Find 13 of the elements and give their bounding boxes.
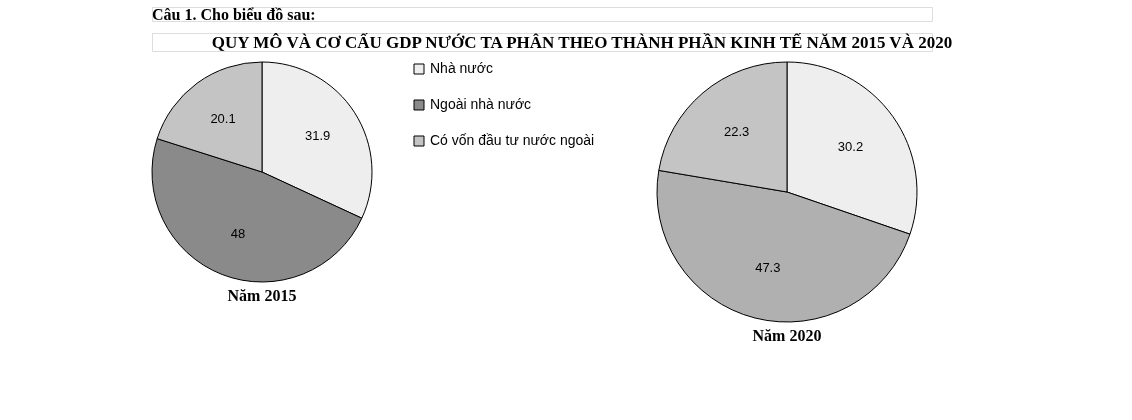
legend-label: Có vốn đầu tư nước ngoài xyxy=(430,132,595,148)
chart-title: QUY MÔ VÀ CƠ CẤU GDP NƯỚC TA PHÂN THEO THÀNH PHẦN KINH TẾ NĂM 2015 VÀ 2020 xyxy=(211,33,953,52)
data-label: 48 xyxy=(230,225,246,241)
data-label: 22.3 xyxy=(723,124,750,140)
text: Câu 1. Cho biểu đồ sau: xyxy=(152,6,316,23)
slice-label: Năm 2015 xyxy=(227,287,297,304)
legend-label: Ngoài nhà nước xyxy=(430,96,532,112)
data-label: 31.9 xyxy=(304,128,331,144)
data-label: 47.3 xyxy=(755,259,781,275)
legend-label: Nhà nước xyxy=(430,60,493,76)
data-label: 30.2 xyxy=(837,138,864,154)
slice-label: Năm 2020 xyxy=(752,327,822,344)
data-label: 20.1 xyxy=(210,110,236,126)
